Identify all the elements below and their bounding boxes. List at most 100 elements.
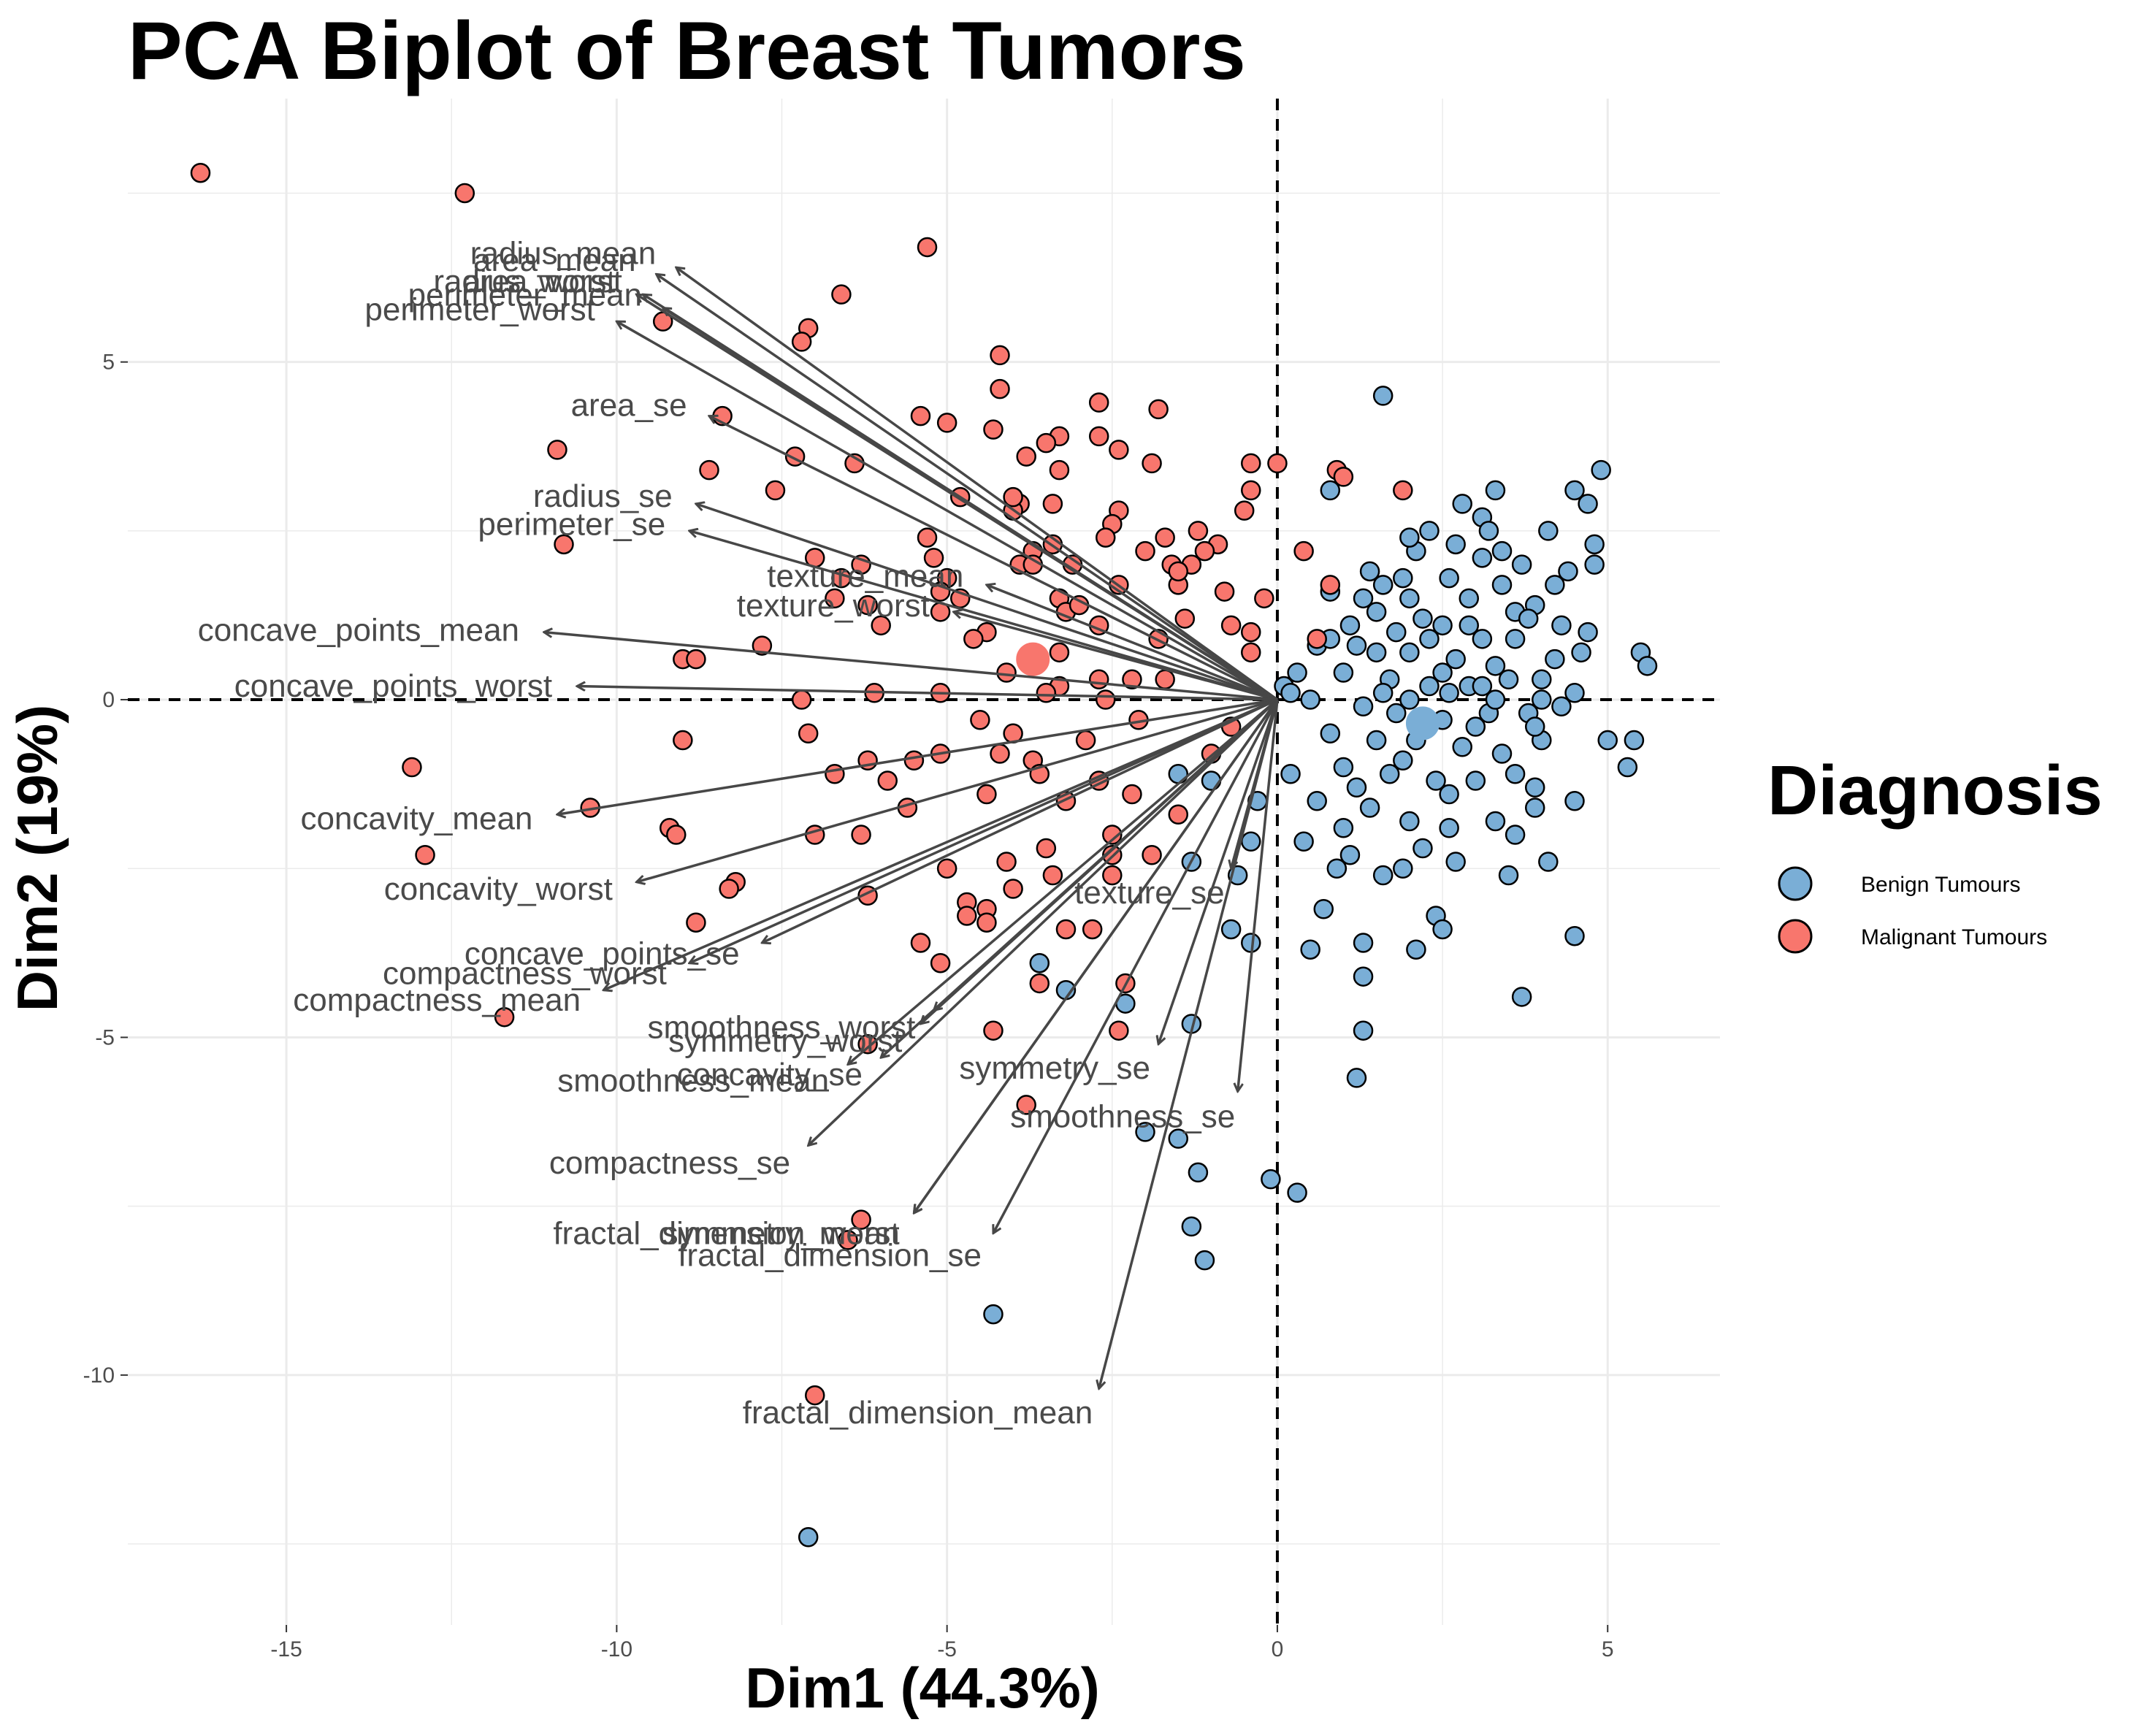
vector-concavity_worst — [637, 698, 1278, 882]
point-malignant — [910, 405, 931, 427]
point-malignant — [1088, 669, 1109, 690]
point-benign — [1359, 798, 1380, 818]
vector-label: radius_se — [533, 478, 673, 514]
x-tick-label: -15 — [270, 1637, 302, 1661]
point-malignant — [1155, 527, 1175, 548]
y-tick-label: 0 — [102, 688, 115, 712]
point-malignant — [752, 635, 773, 656]
point-benign — [1399, 588, 1420, 609]
point-malignant — [1049, 459, 1070, 481]
point-benign — [1617, 757, 1638, 778]
point-malignant — [1036, 683, 1057, 703]
point-benign — [1564, 925, 1585, 946]
vector-smoothness_mean — [848, 698, 1279, 1064]
point-benign — [1511, 554, 1532, 575]
point-benign — [1346, 777, 1367, 798]
vector-label: area_se — [571, 387, 687, 423]
point-malignant — [1096, 689, 1116, 710]
point-benign — [1545, 649, 1565, 670]
vector-concave_points_se — [762, 698, 1278, 943]
point-benign — [1393, 750, 1413, 771]
point-benign — [1465, 770, 1486, 791]
x-tick-label: 0 — [1272, 1637, 1284, 1661]
point-malignant — [1241, 480, 1261, 501]
point-malignant — [1267, 453, 1288, 474]
point-malignant — [1234, 500, 1255, 521]
point-malignant — [1036, 838, 1057, 859]
point-malignant — [851, 1209, 871, 1230]
point-benign — [1372, 575, 1394, 595]
vector-label: area_mean — [473, 242, 636, 278]
point-malignant — [1109, 440, 1129, 460]
point-benign — [1472, 548, 1493, 568]
point-malignant — [983, 419, 1004, 440]
point-benign — [798, 1527, 819, 1548]
point-benign — [1498, 865, 1519, 886]
point-malignant — [1036, 432, 1057, 454]
point-malignant — [554, 534, 574, 555]
point-benign — [1524, 777, 1545, 798]
point-benign — [1413, 838, 1433, 859]
point-benign — [1445, 852, 1466, 872]
x-tick-label: -5 — [937, 1637, 957, 1661]
x-axis-title: Dim1 (44.3%) — [745, 1656, 1100, 1720]
vector-concave_points_mean — [544, 632, 1278, 701]
point-malignant — [936, 413, 957, 433]
vector-label: smoothness_se — [1010, 1098, 1235, 1134]
point-malignant — [454, 183, 475, 204]
point-malignant — [699, 459, 719, 481]
point-benign — [1386, 703, 1407, 724]
point-benign — [1346, 635, 1367, 656]
vector-fractal_dimension_worst — [914, 699, 1279, 1213]
legend-title: Diagnosis — [1767, 751, 2103, 830]
centroid-malignant — [1016, 642, 1050, 676]
point-malignant — [936, 858, 957, 879]
point-benign — [1307, 791, 1327, 811]
point-benign — [1339, 845, 1361, 865]
vector-label: symmetry_mean — [662, 1216, 900, 1252]
point-malignant — [673, 730, 693, 751]
point-malignant — [910, 933, 931, 953]
legend-swatch-malignant — [1778, 919, 1813, 954]
point-malignant — [1102, 865, 1123, 886]
point-benign — [1287, 1182, 1307, 1203]
x-tick-label: 5 — [1602, 1637, 1614, 1661]
point-benign — [1491, 575, 1513, 595]
point-malignant — [990, 345, 1010, 366]
point-malignant — [1168, 561, 1189, 582]
point-malignant — [666, 825, 687, 845]
point-benign — [1518, 608, 1539, 629]
point-malignant — [1142, 845, 1162, 865]
vector-label: fractal_dimension_mean — [743, 1395, 1093, 1431]
point-malignant — [1241, 453, 1261, 474]
point-malignant — [1082, 919, 1103, 940]
point-malignant — [791, 332, 812, 352]
point-malignant — [963, 629, 984, 649]
point-benign — [1406, 939, 1426, 960]
vector-label: fractal_dimension_worst — [553, 1216, 899, 1252]
point-malignant — [1214, 581, 1235, 602]
point-malignant — [686, 912, 706, 933]
point-malignant — [1135, 540, 1155, 562]
point-malignant — [851, 825, 871, 845]
vector-label: fractal_dimension_se — [678, 1238, 982, 1274]
y-tick-label: -10 — [83, 1363, 115, 1388]
vector-label: area_worst — [463, 264, 622, 299]
point-benign — [1413, 608, 1433, 629]
point-benign — [1168, 1128, 1189, 1149]
point-malignant — [1194, 540, 1215, 562]
point-benign — [1511, 987, 1532, 1007]
point-benign — [1564, 480, 1585, 501]
vector-perimeter_worst — [616, 321, 1278, 701]
vector-perimeter_mean — [663, 308, 1278, 701]
legend-swatch-benign — [1778, 866, 1813, 901]
point-malignant — [1016, 446, 1036, 467]
point-benign — [1532, 689, 1552, 710]
vector-label: texture_worst — [737, 588, 930, 624]
point-benign — [1491, 540, 1513, 562]
point-benign — [1551, 696, 1572, 717]
point-benign — [1366, 642, 1387, 663]
point-benign — [1346, 1068, 1367, 1088]
point-benign — [1439, 818, 1459, 838]
point-malignant — [1320, 575, 1341, 595]
